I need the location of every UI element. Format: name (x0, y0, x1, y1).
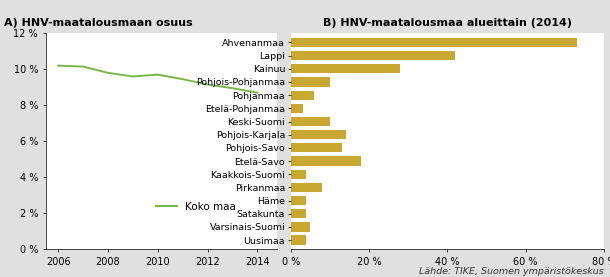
Bar (291, 117, 330, 126)
Text: Lähde: TIKE, Suomen ympäristökeskus: Lähde: TIKE, Suomen ympäristökeskus (419, 267, 604, 276)
Bar (291, 38, 576, 47)
Bar (291, 170, 306, 179)
Bar (291, 64, 400, 73)
Bar (291, 143, 342, 152)
Bar (291, 104, 303, 113)
Bar (291, 235, 306, 245)
Bar (291, 157, 361, 166)
Bar (291, 196, 306, 205)
Bar (291, 51, 455, 60)
Legend: Koko maa: Koko maa (152, 198, 240, 216)
Text: A) HNV-maatalousmaan osuus: A) HNV-maatalousmaan osuus (4, 18, 193, 28)
Bar (291, 77, 330, 87)
Title: B) HNV-maatalousmaa alueittain (2014): B) HNV-maatalousmaa alueittain (2014) (323, 18, 572, 28)
Bar (291, 130, 346, 139)
Bar (291, 209, 306, 218)
Bar (291, 222, 310, 232)
Bar (291, 183, 322, 192)
Bar (291, 91, 314, 100)
